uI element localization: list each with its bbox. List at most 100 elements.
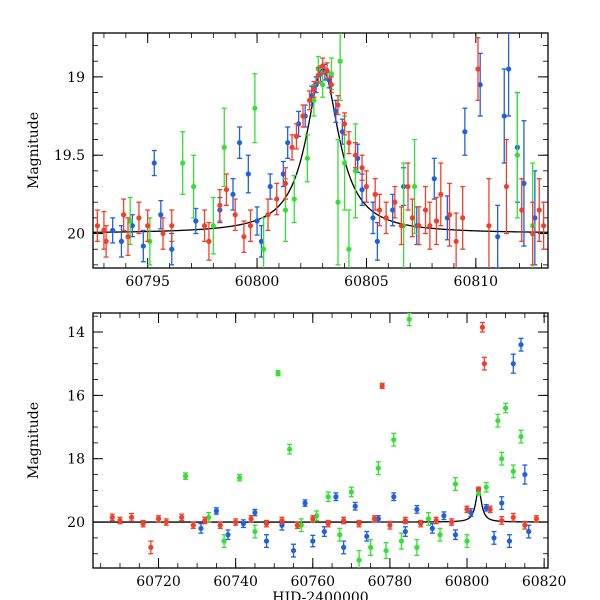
data-point-green bbox=[291, 196, 297, 202]
data-point-red bbox=[94, 223, 100, 229]
data-point-red bbox=[530, 230, 536, 237]
data-point-blue bbox=[285, 140, 291, 146]
x-tick-label: 60720 bbox=[136, 574, 181, 590]
data-point-blue bbox=[452, 532, 459, 538]
data-point-green bbox=[287, 446, 293, 452]
data-point-green bbox=[298, 522, 304, 528]
data-point-red bbox=[325, 521, 331, 527]
data-point-green bbox=[411, 183, 418, 190]
data-point-blue bbox=[506, 538, 513, 544]
data-point-green bbox=[206, 514, 212, 520]
y-tick-label: 19.5 bbox=[54, 148, 85, 164]
data-point-red bbox=[117, 517, 123, 524]
data-point-red bbox=[346, 140, 352, 146]
data-point-green bbox=[180, 160, 186, 166]
data-point-green bbox=[414, 544, 420, 551]
series-red bbox=[109, 321, 540, 555]
data-point-blue bbox=[518, 342, 524, 348]
data-point-red bbox=[402, 517, 408, 524]
data-point-red bbox=[359, 165, 365, 171]
data-point-green bbox=[437, 532, 443, 538]
data-point-green bbox=[406, 316, 412, 322]
data-point-red bbox=[487, 506, 493, 512]
plot-area bbox=[93, 33, 548, 268]
data-point-red bbox=[479, 324, 486, 330]
data-point-blue bbox=[468, 509, 474, 516]
data-point-green bbox=[337, 58, 343, 64]
data-point-red bbox=[481, 361, 487, 367]
data-point-red bbox=[190, 522, 196, 528]
data-point-blue bbox=[140, 243, 146, 249]
data-point-red bbox=[179, 514, 185, 520]
data-point-green bbox=[348, 489, 354, 495]
data-point-red bbox=[293, 133, 300, 139]
data-point-green bbox=[314, 513, 320, 519]
bottom-panel-full-light-curve: 60720 60740 60760 60780 60800 60820 14 16 18 20 Ma… bbox=[26, 312, 566, 600]
data-point-red bbox=[416, 223, 422, 229]
data-point-blue bbox=[390, 207, 396, 213]
data-point-red bbox=[422, 207, 429, 213]
x-axis-label: HJD-2400000 bbox=[272, 590, 368, 600]
data-point-blue bbox=[477, 82, 483, 88]
data-point-red bbox=[341, 121, 348, 127]
data-point-blue bbox=[236, 140, 243, 146]
y-tick-label: 16 bbox=[67, 388, 85, 404]
data-point-green bbox=[328, 71, 335, 77]
data-point-red bbox=[201, 223, 208, 229]
data-point-red bbox=[449, 519, 455, 525]
data-point-blue bbox=[359, 187, 365, 193]
data-point-green bbox=[352, 168, 359, 174]
x-tick-label: 60810 bbox=[454, 274, 499, 290]
data-point-blue bbox=[532, 215, 538, 221]
data-point-red bbox=[125, 234, 131, 240]
data-point-red bbox=[405, 183, 411, 190]
plot-area bbox=[93, 313, 548, 568]
data-point-red bbox=[499, 517, 505, 524]
data-point-green bbox=[311, 97, 317, 103]
data-point-blue bbox=[402, 528, 408, 535]
data-point-red bbox=[409, 215, 415, 221]
data-point-green bbox=[398, 538, 405, 544]
data-point-red bbox=[341, 517, 347, 524]
data-point-red bbox=[232, 212, 238, 218]
data-point-red bbox=[519, 207, 525, 213]
data-point-blue bbox=[129, 223, 135, 229]
x-tick-label: 60805 bbox=[344, 274, 389, 290]
x-tick-label: 60795 bbox=[125, 274, 170, 290]
x-tick-label: 60800 bbox=[235, 274, 280, 290]
data-point-red bbox=[145, 223, 151, 229]
data-point-green bbox=[236, 475, 243, 481]
data-point-red bbox=[265, 212, 271, 218]
data-point-red bbox=[311, 86, 317, 92]
data-point-blue bbox=[333, 494, 339, 500]
plot-frame bbox=[92, 32, 549, 269]
data-point-blue bbox=[522, 471, 528, 478]
data-point-blue bbox=[118, 238, 125, 244]
data-point-red bbox=[279, 517, 285, 524]
data-point-red bbox=[121, 212, 127, 218]
data-point-blue bbox=[429, 525, 435, 532]
data-point-blue bbox=[225, 532, 231, 538]
data-point-blue bbox=[198, 525, 204, 532]
data-point-blue bbox=[240, 521, 246, 527]
data-point-blue bbox=[499, 500, 505, 506]
data-point-blue bbox=[370, 215, 376, 221]
data-point-blue bbox=[521, 180, 527, 186]
data-point-green bbox=[518, 433, 524, 440]
y-tick-label: 20 bbox=[67, 227, 85, 243]
data-point-blue bbox=[252, 509, 258, 516]
data-point-blue bbox=[169, 246, 175, 252]
data-point-red bbox=[233, 519, 239, 525]
data-point-red bbox=[320, 63, 326, 69]
data-point-green bbox=[261, 246, 267, 252]
series-green bbox=[182, 313, 524, 568]
data-point-red bbox=[475, 66, 481, 72]
y-tick-label: 20 bbox=[67, 515, 85, 531]
data-point-blue bbox=[341, 544, 347, 551]
data-point-red bbox=[433, 517, 439, 524]
data-point-blue bbox=[414, 506, 420, 512]
data-point-blue bbox=[213, 508, 219, 514]
data-point-blue bbox=[462, 129, 468, 135]
data-point-green bbox=[304, 155, 310, 161]
